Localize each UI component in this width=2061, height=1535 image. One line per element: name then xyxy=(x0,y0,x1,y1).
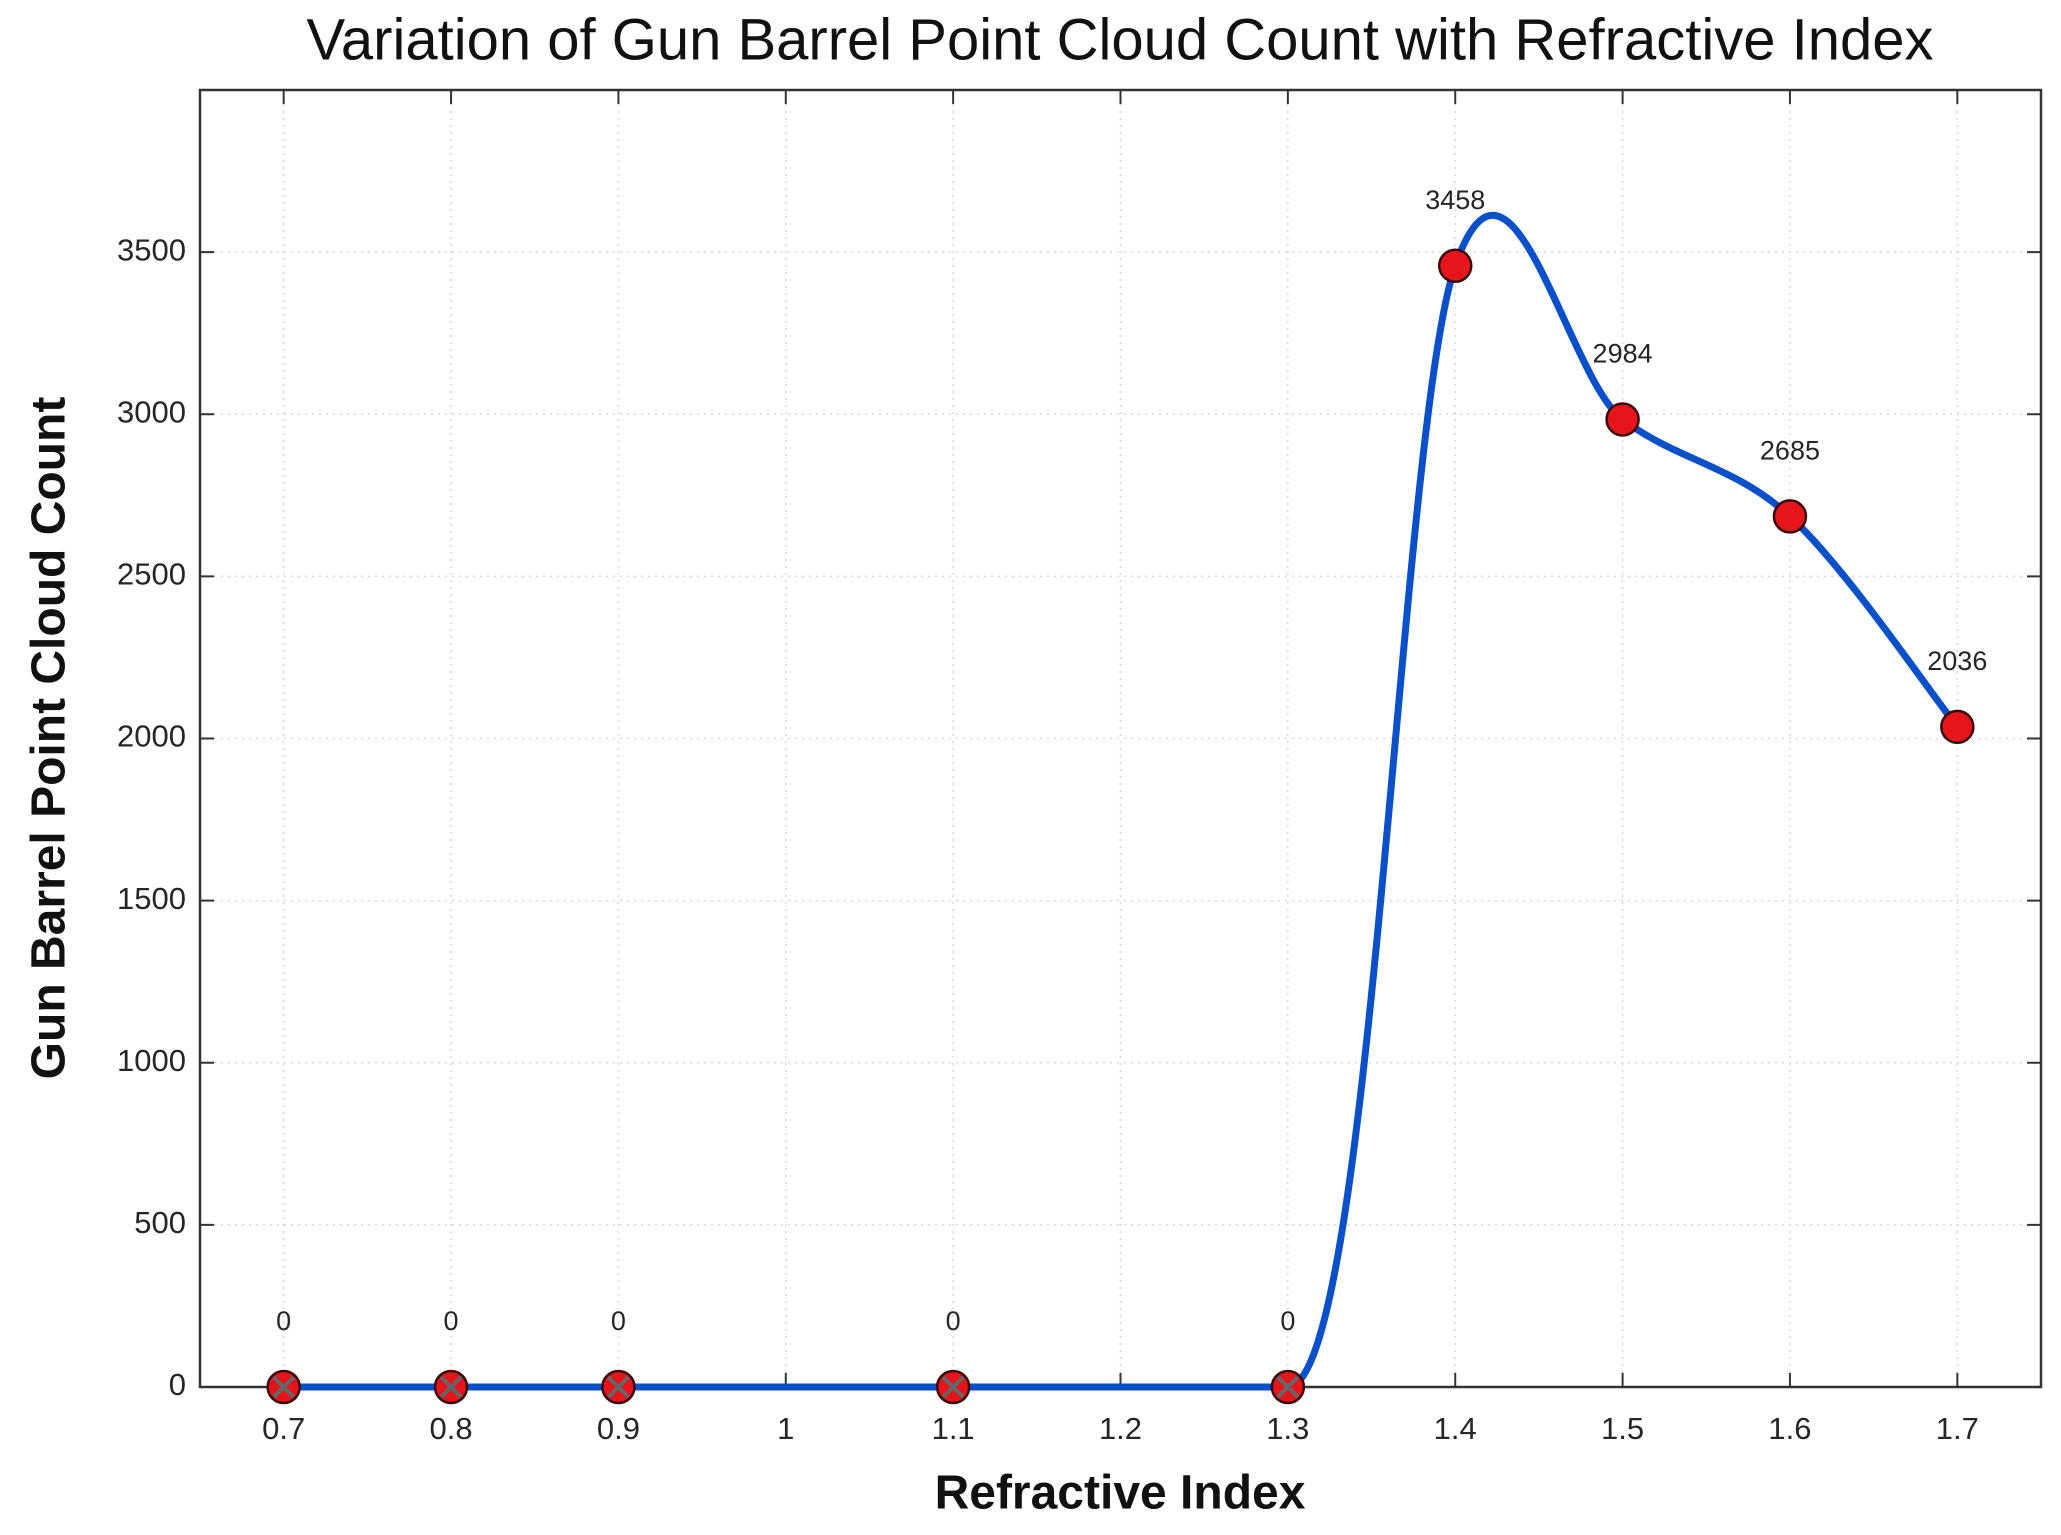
data-label: 0 xyxy=(444,1306,459,1336)
y-tick-label: 2000 xyxy=(117,719,186,754)
x-tick-label: 1.4 xyxy=(1434,1411,1477,1446)
x-tick-label: 1.3 xyxy=(1266,1411,1309,1446)
data-label: 2984 xyxy=(1593,339,1653,369)
x-tick-label: 0.9 xyxy=(597,1411,640,1446)
marker xyxy=(1605,402,1640,437)
data-label: 0 xyxy=(611,1306,626,1336)
x-tick-label: 1 xyxy=(777,1411,794,1446)
marker xyxy=(1940,709,1975,745)
x-tick-label: 0.7 xyxy=(262,1411,305,1446)
x-axis-label: Refractive Index xyxy=(935,1467,1306,1520)
data-label: 3458 xyxy=(1425,185,1485,215)
x-tick-label: 1.7 xyxy=(1936,1411,1979,1446)
y-tick-label: 1500 xyxy=(117,881,186,916)
y-tick-label: 1000 xyxy=(117,1043,186,1078)
y-axis-label: Gun Barrel Point Cloud Count xyxy=(23,397,76,1080)
marker-cross xyxy=(941,1375,965,1399)
chart-title: Variation of Gun Barrel Point Cloud Coun… xyxy=(307,7,1934,72)
x-tick-label: 1.5 xyxy=(1601,1411,1644,1446)
marker xyxy=(1772,499,1808,534)
marker-cross xyxy=(272,1375,296,1399)
data-label: 2685 xyxy=(1760,436,1820,466)
data-label: 2036 xyxy=(1927,646,1987,676)
y-tick-label: 3500 xyxy=(117,232,186,267)
data-label: 0 xyxy=(276,1306,291,1336)
marker-cross xyxy=(606,1375,630,1399)
x-tick-label: 1.6 xyxy=(1768,1411,1811,1446)
y-tick-label: 2500 xyxy=(117,557,186,592)
y-tick-label: 3000 xyxy=(117,394,186,429)
data-label: 0 xyxy=(946,1306,961,1336)
x-tick-label: 1.2 xyxy=(1099,1411,1142,1446)
x-tick-label: 1.1 xyxy=(932,1411,975,1446)
y-tick-label: 0 xyxy=(169,1367,186,1402)
marker-cross xyxy=(1276,1375,1300,1399)
y-tick-label: 500 xyxy=(134,1205,186,1240)
data-label: 0 xyxy=(1280,1306,1295,1336)
marker xyxy=(1437,248,1473,283)
marker-cross xyxy=(439,1375,463,1399)
x-tick-label: 0.8 xyxy=(429,1411,472,1446)
